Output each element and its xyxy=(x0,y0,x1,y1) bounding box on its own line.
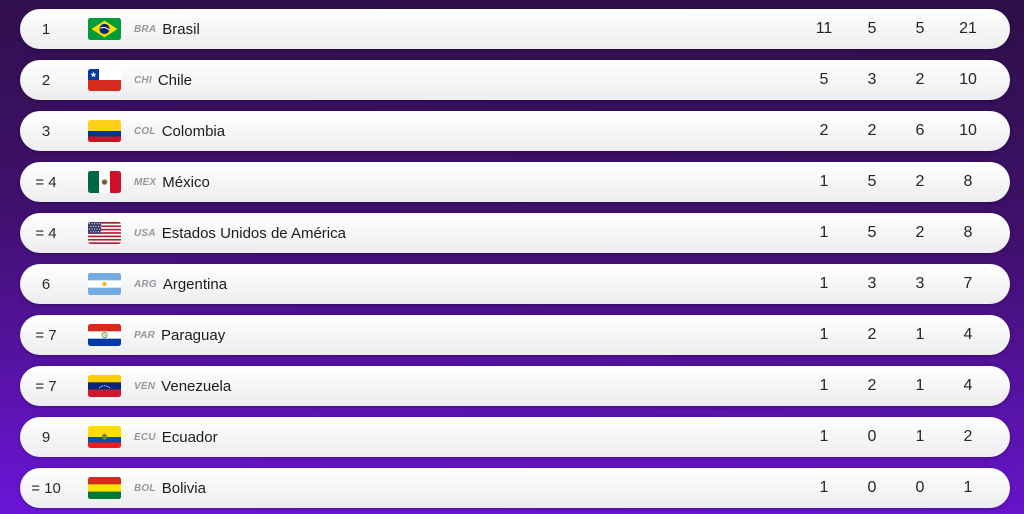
rank-label: 6 xyxy=(41,275,51,293)
country-code: COL xyxy=(134,125,156,137)
medal-table-row[interactable]: 1 BRA Brasil 11 5 5 21 xyxy=(20,9,1010,49)
gold-count: 1 xyxy=(819,479,829,496)
country-name: Chile xyxy=(157,71,193,89)
silver-count: 2 xyxy=(867,377,877,394)
total-count: 7 xyxy=(963,275,973,292)
country-code: PAR xyxy=(134,329,155,341)
bronze-count: 2 xyxy=(915,71,925,88)
country-name: Argentina xyxy=(162,275,228,293)
medal-table-row[interactable]: = 4 USA Estados Unidos de América 1 5 2 … xyxy=(20,213,1010,253)
silver-count: 0 xyxy=(867,479,877,496)
country-code: MEX xyxy=(134,176,157,188)
country-code: BRA xyxy=(134,23,157,35)
medal-table-row[interactable]: = 10 BOL Bolivia 1 0 0 1 xyxy=(20,468,1010,508)
gold-count: 1 xyxy=(819,428,829,445)
rank-label: = 7 xyxy=(35,326,57,344)
total-count: 21 xyxy=(959,20,977,37)
total-count: 4 xyxy=(963,377,973,394)
country-name: Ecuador xyxy=(161,428,218,446)
country-name: Venezuela xyxy=(161,377,232,395)
flag-icon-arg xyxy=(88,273,121,295)
flag-icon-bol xyxy=(88,477,121,499)
country-code: USA xyxy=(134,227,156,239)
bronze-count: 2 xyxy=(915,224,925,241)
country-code: ECU xyxy=(134,431,156,443)
bronze-count: 5 xyxy=(915,20,925,37)
gold-count: 1 xyxy=(819,377,829,394)
bronze-count: 2 xyxy=(915,173,925,190)
medal-table-row[interactable]: 9 ECU Ecuador 1 0 1 2 xyxy=(20,417,1010,457)
gold-count: 1 xyxy=(819,275,829,292)
flag-icon-ecu xyxy=(88,426,121,448)
flag-icon-usa xyxy=(88,222,121,244)
country-name: Colombia xyxy=(161,122,226,140)
total-count: 1 xyxy=(963,479,973,496)
bronze-count: 1 xyxy=(915,428,925,445)
country-name: Estados Unidos de América xyxy=(161,224,346,242)
gold-count: 1 xyxy=(819,173,829,190)
rank-label: = 10 xyxy=(31,479,61,497)
medal-table-row[interactable]: 2 CHI Chile 5 3 2 10 xyxy=(20,60,1010,100)
flag-icon-col xyxy=(88,120,121,142)
bronze-count: 0 xyxy=(915,479,925,496)
silver-count: 0 xyxy=(867,428,877,445)
rank-label: 9 xyxy=(41,428,51,446)
total-count: 2 xyxy=(963,428,973,445)
bronze-count: 1 xyxy=(915,326,925,343)
country-code: VEN xyxy=(134,380,156,392)
gold-count: 1 xyxy=(819,224,829,241)
country-name: Bolivia xyxy=(161,479,206,497)
country-name: México xyxy=(162,173,210,191)
flag-icon-ven xyxy=(88,375,121,397)
rank-label: = 4 xyxy=(35,224,57,242)
silver-count: 5 xyxy=(867,20,877,37)
silver-count: 2 xyxy=(867,122,877,139)
rank-label: 2 xyxy=(41,71,51,89)
gold-count: 11 xyxy=(815,20,833,37)
flag-icon-bra xyxy=(88,18,121,40)
medal-table-row[interactable]: 6 ARG Argentina 1 3 3 7 xyxy=(20,264,1010,304)
gold-count: 2 xyxy=(819,122,829,139)
silver-count: 3 xyxy=(867,71,877,88)
country-code: ARG xyxy=(134,278,157,290)
flag-icon-mex xyxy=(88,171,121,193)
rank-label: = 4 xyxy=(35,173,57,191)
bronze-count: 3 xyxy=(915,275,925,292)
gold-count: 5 xyxy=(819,71,829,88)
gold-count: 1 xyxy=(819,326,829,343)
country-name: Brasil xyxy=(162,20,200,38)
total-count: 4 xyxy=(963,326,973,343)
medal-table-row[interactable]: = 7 VEN Venezuela 1 2 1 4 xyxy=(20,366,1010,406)
silver-count: 3 xyxy=(867,275,877,292)
flag-icon-chi xyxy=(88,69,121,91)
flag-icon-par xyxy=(88,324,121,346)
total-count: 8 xyxy=(963,224,973,241)
country-code: CHI xyxy=(134,74,152,86)
bronze-count: 1 xyxy=(915,377,925,394)
medal-table-row[interactable]: = 7 PAR Paraguay 1 2 1 4 xyxy=(20,315,1010,355)
medal-table-row[interactable]: 3 COL Colombia 2 2 6 10 xyxy=(20,111,1010,151)
total-count: 8 xyxy=(963,173,973,190)
rank-label: 1 xyxy=(41,20,51,38)
silver-count: 5 xyxy=(867,224,877,241)
total-count: 10 xyxy=(959,122,977,139)
rank-label: = 7 xyxy=(35,377,57,395)
silver-count: 5 xyxy=(867,173,877,190)
rank-label: 3 xyxy=(41,122,51,140)
country-name: Paraguay xyxy=(160,326,226,344)
silver-count: 2 xyxy=(867,326,877,343)
total-count: 10 xyxy=(959,71,977,88)
country-code: BOL xyxy=(134,482,156,494)
bronze-count: 6 xyxy=(915,122,925,139)
medal-table-row[interactable]: = 4 MEX México 1 5 2 8 xyxy=(20,162,1010,202)
